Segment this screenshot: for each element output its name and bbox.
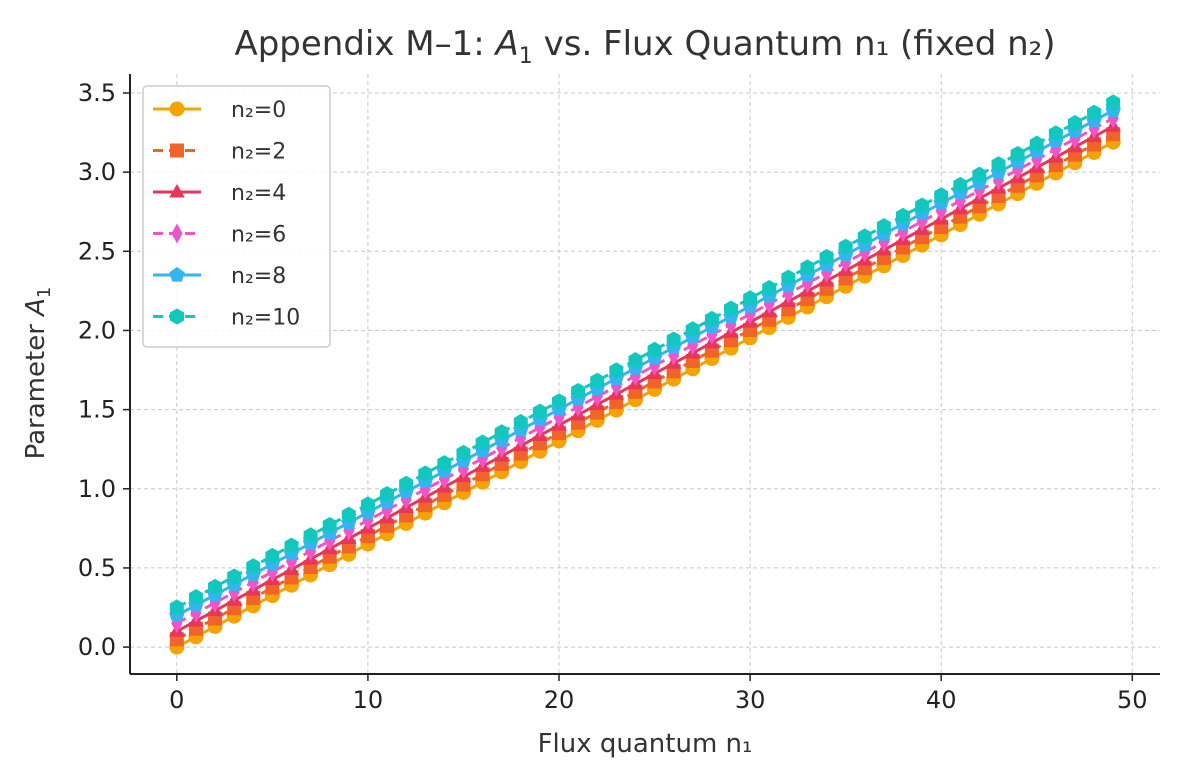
data-point-5-9 bbox=[341, 506, 356, 523]
data-point-5-10 bbox=[360, 496, 375, 513]
legend-item-5: n₂=10 bbox=[153, 306, 300, 331]
y-tick-label-4: 2.0 bbox=[78, 316, 116, 344]
data-point-5-12 bbox=[399, 475, 414, 492]
y-tick-label-0: 0.0 bbox=[78, 633, 116, 661]
legend-marker-4 bbox=[169, 266, 185, 282]
data-point-5-13 bbox=[418, 465, 433, 482]
y-tick-label-6: 3.0 bbox=[78, 158, 116, 186]
series-5 bbox=[169, 94, 1121, 616]
legend-item-4: n₂=8 bbox=[153, 264, 286, 289]
y-tick-label-3: 1.5 bbox=[78, 396, 116, 424]
x-tick-label-0: 0 bbox=[169, 686, 184, 714]
data-point-5-21 bbox=[571, 383, 586, 400]
data-point-5-18 bbox=[513, 413, 528, 431]
y-tick-label-7: 3.5 bbox=[78, 79, 116, 107]
data-point-5-41 bbox=[953, 176, 968, 194]
data-point-5-46 bbox=[1048, 125, 1063, 142]
legend-item-1: n₂=2 bbox=[153, 140, 286, 165]
legend-marker-3 bbox=[171, 223, 183, 244]
legend: n₂=0 n₂=2 n₂=4 n₂=6 n₂=8 n₂=10 bbox=[142, 85, 331, 348]
y-tick-label-5: 2.5 bbox=[78, 237, 116, 265]
data-point-5-34 bbox=[819, 249, 834, 266]
x-tick-label-2: 20 bbox=[544, 686, 575, 714]
data-point-5-17 bbox=[494, 424, 509, 441]
data-point-5-47 bbox=[1067, 115, 1082, 132]
data-point-5-30 bbox=[743, 290, 758, 307]
data-point-5-3 bbox=[227, 568, 242, 585]
data-point-5-1 bbox=[188, 589, 203, 606]
data-point-5-38 bbox=[895, 207, 910, 224]
legend-item-2: n₂=4 bbox=[153, 181, 286, 206]
data-point-5-44 bbox=[1010, 145, 1025, 163]
x-tick-label-3: 30 bbox=[735, 686, 766, 714]
legend-item-0: n₂=0 bbox=[153, 98, 286, 123]
data-point-5-22 bbox=[590, 372, 605, 389]
data-point-5-14 bbox=[437, 455, 452, 472]
data-point-5-2 bbox=[208, 578, 223, 595]
data-point-5-6 bbox=[284, 537, 299, 554]
data-point-5-40 bbox=[934, 187, 949, 204]
data-point-5-29 bbox=[724, 300, 738, 317]
y-tick-label-1: 0.5 bbox=[78, 554, 116, 582]
data-point-5-20 bbox=[552, 393, 566, 410]
legend-marker-5 bbox=[170, 308, 184, 325]
y-tick-label-2: 1.0 bbox=[78, 475, 116, 503]
legend-marker-2 bbox=[169, 184, 185, 198]
data-point-5-32 bbox=[781, 269, 796, 286]
data-point-5-5 bbox=[265, 547, 280, 565]
data-point-5-16 bbox=[475, 434, 490, 451]
data-point-5-4 bbox=[246, 558, 261, 575]
y-axis-label: Parameter A1 bbox=[21, 287, 55, 460]
data-point-5-45 bbox=[1029, 135, 1044, 152]
x-tick-label-4: 40 bbox=[926, 686, 957, 714]
data-point-5-28 bbox=[704, 310, 719, 328]
legend-label-1: n₂=2 bbox=[231, 140, 286, 165]
series-layer bbox=[169, 94, 1121, 655]
data-point-5-37 bbox=[876, 218, 891, 235]
data-point-5-39 bbox=[915, 197, 930, 214]
data-point-5-33 bbox=[800, 259, 815, 276]
legend-item-3: n₂=6 bbox=[153, 223, 286, 248]
data-point-5-48 bbox=[1087, 104, 1102, 121]
y-ticks: 0.0 0.5 1.0 1.5 2.0 2.5 3.0 3.5 bbox=[78, 79, 130, 661]
x-tick-label-5: 50 bbox=[1117, 686, 1148, 714]
data-point-5-35 bbox=[838, 238, 853, 255]
data-point-5-8 bbox=[322, 516, 337, 534]
data-point-5-25 bbox=[647, 341, 662, 358]
legend-marker-0 bbox=[169, 101, 185, 117]
data-point-5-11 bbox=[380, 486, 395, 503]
data-point-5-7 bbox=[303, 527, 318, 544]
data-point-5-31 bbox=[762, 279, 777, 297]
x-tick-label-1: 10 bbox=[353, 686, 384, 714]
data-point-5-15 bbox=[456, 444, 471, 461]
legend-label-0: n₂=0 bbox=[231, 98, 286, 123]
x-ticks: 0 10 20 30 40 50 bbox=[169, 674, 1148, 714]
data-point-5-19 bbox=[532, 403, 547, 420]
legend-marker-1 bbox=[170, 143, 184, 158]
legend-label-3: n₂=6 bbox=[231, 223, 286, 248]
chart-title: Appendix M–1: A1 vs. Flux Quantum n₁ (fi… bbox=[234, 24, 1055, 69]
data-point-5-43 bbox=[991, 156, 1006, 173]
legend-label-4: n₂=8 bbox=[231, 264, 286, 289]
data-point-5-42 bbox=[972, 166, 987, 183]
data-point-5-0 bbox=[169, 599, 184, 616]
data-point-5-26 bbox=[666, 331, 681, 348]
data-point-5-27 bbox=[685, 321, 700, 338]
data-point-5-49 bbox=[1106, 94, 1121, 111]
data-point-5-36 bbox=[857, 228, 872, 245]
legend-label-5: n₂=10 bbox=[231, 306, 300, 331]
data-point-5-23 bbox=[609, 362, 624, 379]
x-axis-label: Flux quantum n₁ bbox=[538, 729, 753, 759]
legend-label-2: n₂=4 bbox=[231, 181, 286, 206]
data-point-5-24 bbox=[628, 352, 643, 369]
